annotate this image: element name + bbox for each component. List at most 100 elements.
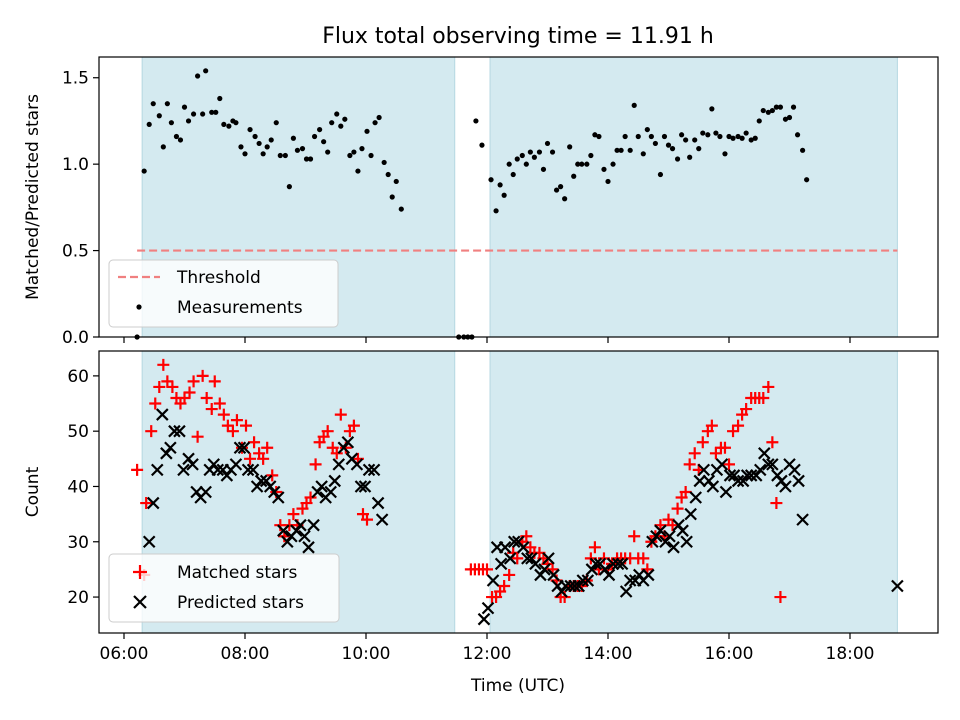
predicted-star-point [246, 463, 260, 477]
measurement-point [657, 171, 664, 178]
matched-star-point [637, 552, 650, 565]
measurement-point [307, 156, 314, 162]
matched-star-point [688, 447, 701, 460]
measurement-point [260, 151, 266, 157]
measurement-point [760, 107, 766, 114]
matched-star-point [217, 408, 230, 421]
predicted-star-point [723, 469, 737, 482]
measurement-point [579, 161, 585, 167]
matched-star-point [244, 452, 257, 465]
measurement-point [575, 161, 581, 167]
measurement-point [268, 137, 274, 143]
predicted-star-point [199, 485, 212, 499]
matched-legend-swatch [133, 565, 147, 579]
top-panel: 0.0 0.5 1.0 1.5 Threshold Measurements [62, 56, 939, 348]
predicted-star-point [740, 469, 754, 482]
measurement-point [173, 133, 180, 140]
measurement-point [777, 104, 784, 110]
measurement-point [497, 182, 503, 188]
predicted-star-point [663, 529, 676, 543]
measurement-point [567, 144, 573, 150]
predicted-star-point [367, 463, 381, 477]
matched-star-point [347, 419, 360, 432]
measurement-point [614, 147, 620, 153]
measurement-point [622, 133, 628, 140]
predicted-legend-label: Predicted stars [177, 593, 304, 613]
measurement-point [325, 149, 331, 155]
predicted-star-point [693, 474, 707, 488]
predicted-star-point [362, 463, 376, 477]
matched-star-point [235, 441, 248, 454]
measurement-point [181, 104, 188, 110]
predicted-star-point [654, 524, 667, 537]
measurement-point [631, 102, 637, 108]
matched-star-point [140, 497, 153, 510]
chart-title: Flux total observing time = 11.91 h [322, 24, 714, 49]
measurement-point [150, 101, 156, 107]
matched-star-point [226, 425, 239, 438]
x-tick-label: 10:00 [342, 644, 391, 664]
measurement-point [217, 95, 223, 102]
measurement-point [389, 194, 395, 200]
measurement-point [514, 156, 520, 162]
matched-star-point [145, 425, 158, 438]
matched-star-point [304, 491, 317, 504]
measurement-point [601, 166, 607, 172]
measurement-point [523, 161, 529, 167]
measurement-point [355, 168, 361, 174]
matched-star-point [187, 375, 200, 388]
predicted-star-point [542, 552, 555, 565]
matched-star-point [153, 380, 166, 393]
matched-star-point [257, 452, 270, 465]
measurement-point [347, 152, 353, 159]
measurement-point [705, 132, 711, 138]
y-tick-label: 1.5 [62, 69, 89, 89]
predicted-star-point [766, 458, 779, 471]
measurement-point [364, 128, 370, 134]
matched-star-point [361, 513, 374, 526]
matched-star-point [723, 458, 735, 471]
measurement-point [571, 173, 577, 179]
threshold-legend-label: Threshold [176, 268, 261, 288]
matched-star-point [740, 403, 753, 416]
measurement-point [311, 133, 318, 140]
measurement-point [342, 116, 348, 122]
y-tick-label: 60 [67, 367, 89, 387]
measurement-point [635, 133, 641, 140]
y-tick-label: 50 [67, 422, 89, 442]
matched-star-point [287, 508, 300, 521]
measurement-point [519, 152, 525, 159]
measurement-point [752, 135, 758, 141]
matched-star-point [766, 436, 779, 449]
measurement-point [674, 156, 681, 162]
matched-star-point [718, 441, 731, 454]
matched-star-point [149, 397, 162, 410]
y-tick-label: 0.5 [62, 242, 89, 262]
matched-star-point [770, 497, 783, 510]
measurement-point [294, 147, 301, 153]
measurement-point [195, 73, 201, 79]
measurement-point [605, 178, 611, 185]
matched-star-point [208, 375, 221, 388]
measurement-point [536, 149, 543, 155]
measurement-point [351, 149, 357, 155]
measurement-point [247, 126, 253, 133]
measurement-point [501, 192, 507, 198]
measurement-point [618, 147, 624, 153]
predicted-star-point [142, 535, 156, 549]
measurement-point [717, 133, 723, 140]
predicted-star-point [758, 447, 771, 460]
measurement-point [203, 68, 209, 74]
matched-star-point [213, 397, 226, 410]
top-x-ticks [123, 337, 851, 343]
matched-star-point [481, 563, 493, 576]
matched-star-point [511, 552, 524, 565]
x-tick-label: 14:00 [584, 644, 633, 664]
measurement-point [709, 106, 715, 112]
measurement-point [160, 144, 166, 150]
predicted-star-point [753, 463, 767, 477]
measurement-point [804, 177, 810, 183]
measurement-point [786, 114, 793, 121]
measurements-legend-label: Measurements [177, 298, 303, 318]
